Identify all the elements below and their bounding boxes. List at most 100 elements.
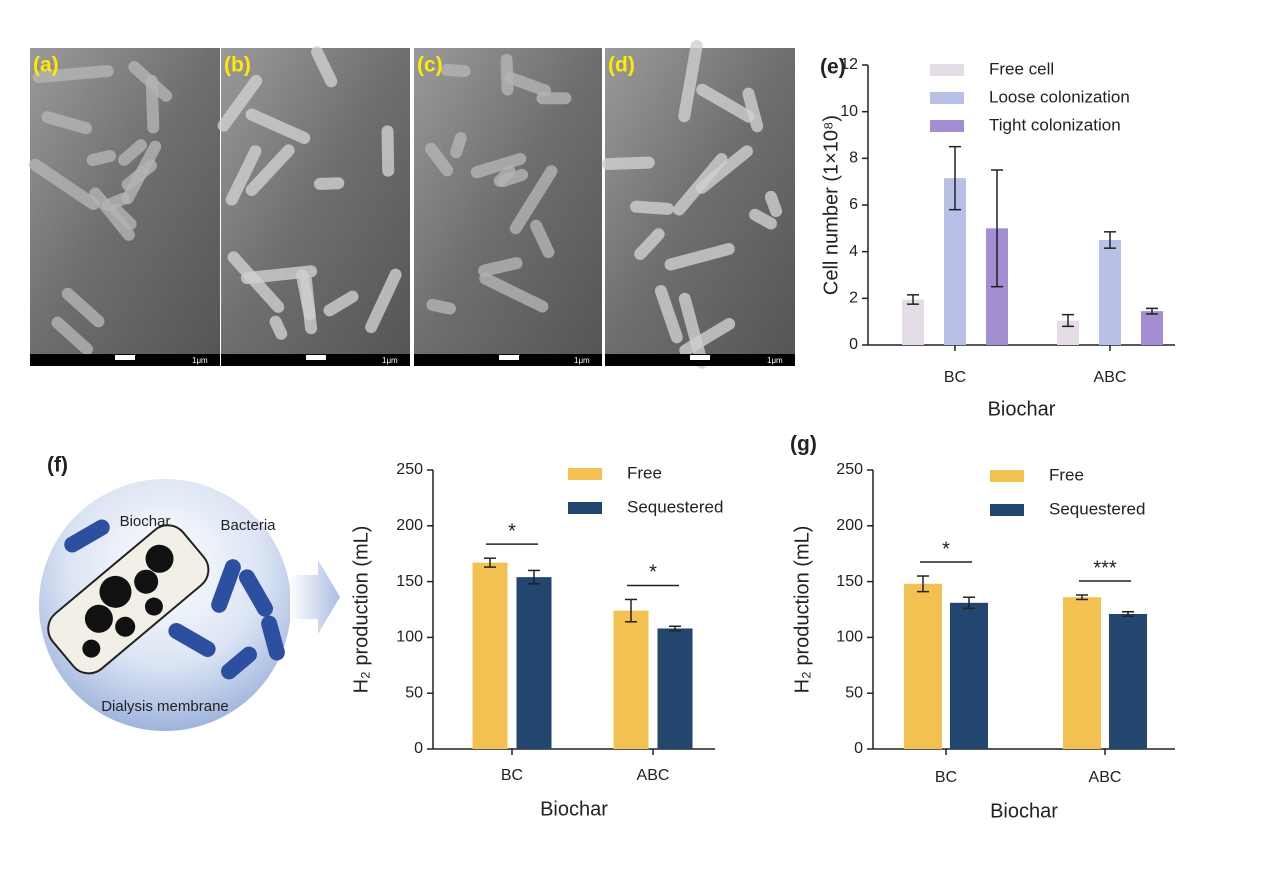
bar (1141, 311, 1163, 345)
sem-feature (41, 111, 92, 135)
bar (904, 583, 942, 749)
y-tick-label: 100 (836, 629, 863, 646)
scale-bar (499, 355, 519, 360)
significance-label: * (649, 562, 657, 584)
y-tick-label: 6 (849, 196, 858, 213)
sem-feature (479, 272, 549, 313)
legend-label: Sequestered (1049, 499, 1145, 518)
sem-feature (29, 158, 100, 211)
sem-feature (227, 251, 285, 313)
sem-feature (764, 190, 783, 218)
panel-label: (b) (224, 54, 251, 77)
legend-swatch (990, 470, 1024, 482)
panel-label: (e) (820, 56, 846, 79)
legend-label: Sequestered (627, 497, 723, 516)
y-axis-title: Cell number (1×10⁸) (820, 115, 842, 295)
sem-feature (300, 274, 318, 335)
y-tick-label: 2 (849, 290, 858, 307)
x-axis-title: Biochar (990, 800, 1058, 822)
sem-feature (426, 298, 456, 315)
sem-feature (269, 315, 288, 340)
bar (516, 577, 552, 749)
arrow (290, 560, 340, 634)
sem-feature (654, 285, 683, 344)
legend-label: Loose colonization (989, 87, 1130, 106)
y-tick-label: 0 (854, 740, 863, 757)
sem-image: 1μm (b) (217, 46, 410, 366)
y-tick-label: 8 (849, 150, 858, 167)
bar-chart: 0 50 100 150 200 250 BC * ABC *** Free Sequestered H… (790, 433, 1175, 822)
bacteria-label: Bacteria (220, 517, 276, 534)
sem-feature (504, 71, 552, 97)
sem-feature (86, 150, 116, 167)
y-tick-label: 200 (396, 517, 423, 534)
panel-label: (g) (790, 433, 817, 456)
sem-feature (749, 208, 777, 230)
significance-label: *** (1093, 557, 1117, 579)
scale-label: 1μm (574, 356, 590, 365)
sem-feature (121, 140, 162, 205)
bar-chart: 0 2 4 6 8 10 12 BC ABC Free cell Loose colonizatio… (820, 56, 1175, 420)
x-tick-label: BC (935, 769, 957, 786)
sem-feature (742, 87, 764, 133)
bar (472, 562, 508, 749)
sem-feature (89, 187, 135, 241)
sem-feature (530, 219, 555, 259)
x-tick-label: ABC (1094, 369, 1127, 386)
x-axis-title: Biochar (540, 798, 608, 820)
sem-feature (245, 108, 311, 144)
y-tick-label: 150 (396, 573, 423, 590)
y-tick-label: 0 (414, 740, 423, 757)
legend-label: Free cell (989, 59, 1054, 78)
sem-feature (32, 64, 114, 84)
dialysis-diagram: (f) Biochar Bacteria Dialysis membrane (39, 454, 340, 731)
sem-feature (673, 153, 728, 216)
bar (950, 602, 988, 749)
legend-swatch (930, 92, 964, 104)
sem-feature (245, 144, 295, 196)
sem-feature (634, 228, 665, 260)
sem-feature (496, 168, 529, 188)
scale-label: 1μm (192, 356, 208, 365)
significance-label: * (942, 538, 950, 560)
panel-label: (d) (608, 54, 635, 77)
membrane-label: Dialysis membrane (101, 698, 229, 715)
y-tick-label: 10 (840, 103, 858, 120)
bar (1099, 240, 1121, 345)
sem-feature (225, 145, 262, 206)
sem-feature (678, 39, 703, 123)
sem-feature (365, 268, 402, 334)
bar (944, 178, 966, 345)
legend-swatch (930, 64, 964, 76)
legend-label: Tight colonization (989, 115, 1121, 134)
legend-swatch (990, 504, 1024, 516)
y-axis-title: H₂ production (mL) (791, 526, 813, 694)
y-tick-label: 250 (396, 461, 423, 478)
scale-bar (690, 355, 710, 360)
y-tick-label: 50 (845, 684, 863, 701)
sem-feature (425, 142, 454, 177)
bar (902, 299, 924, 345)
sem-feature (61, 287, 105, 328)
y-tick-label: 250 (836, 461, 863, 478)
sem-feature (630, 200, 674, 215)
sem-feature (313, 177, 345, 190)
sem-feature (478, 257, 523, 277)
legend-swatch (930, 120, 964, 132)
y-tick-label: 4 (849, 243, 858, 260)
sem-feature (664, 242, 735, 271)
biochar-label: Biochar (120, 513, 171, 530)
y-axis-title: H₂ production (mL) (350, 526, 372, 694)
x-axis-title: Biochar (988, 398, 1056, 420)
sem-feature (509, 165, 558, 235)
y-tick-label: 50 (405, 684, 423, 701)
sem-feature (51, 316, 94, 356)
bar (1063, 597, 1101, 749)
panel-label: (f) (47, 454, 68, 477)
dialysis-bag (47, 524, 210, 675)
legend-label: Free (627, 463, 662, 482)
sem-image: 1μm (d) (601, 39, 795, 369)
y-tick-label: 200 (836, 517, 863, 534)
panel-label: (a) (33, 54, 59, 77)
